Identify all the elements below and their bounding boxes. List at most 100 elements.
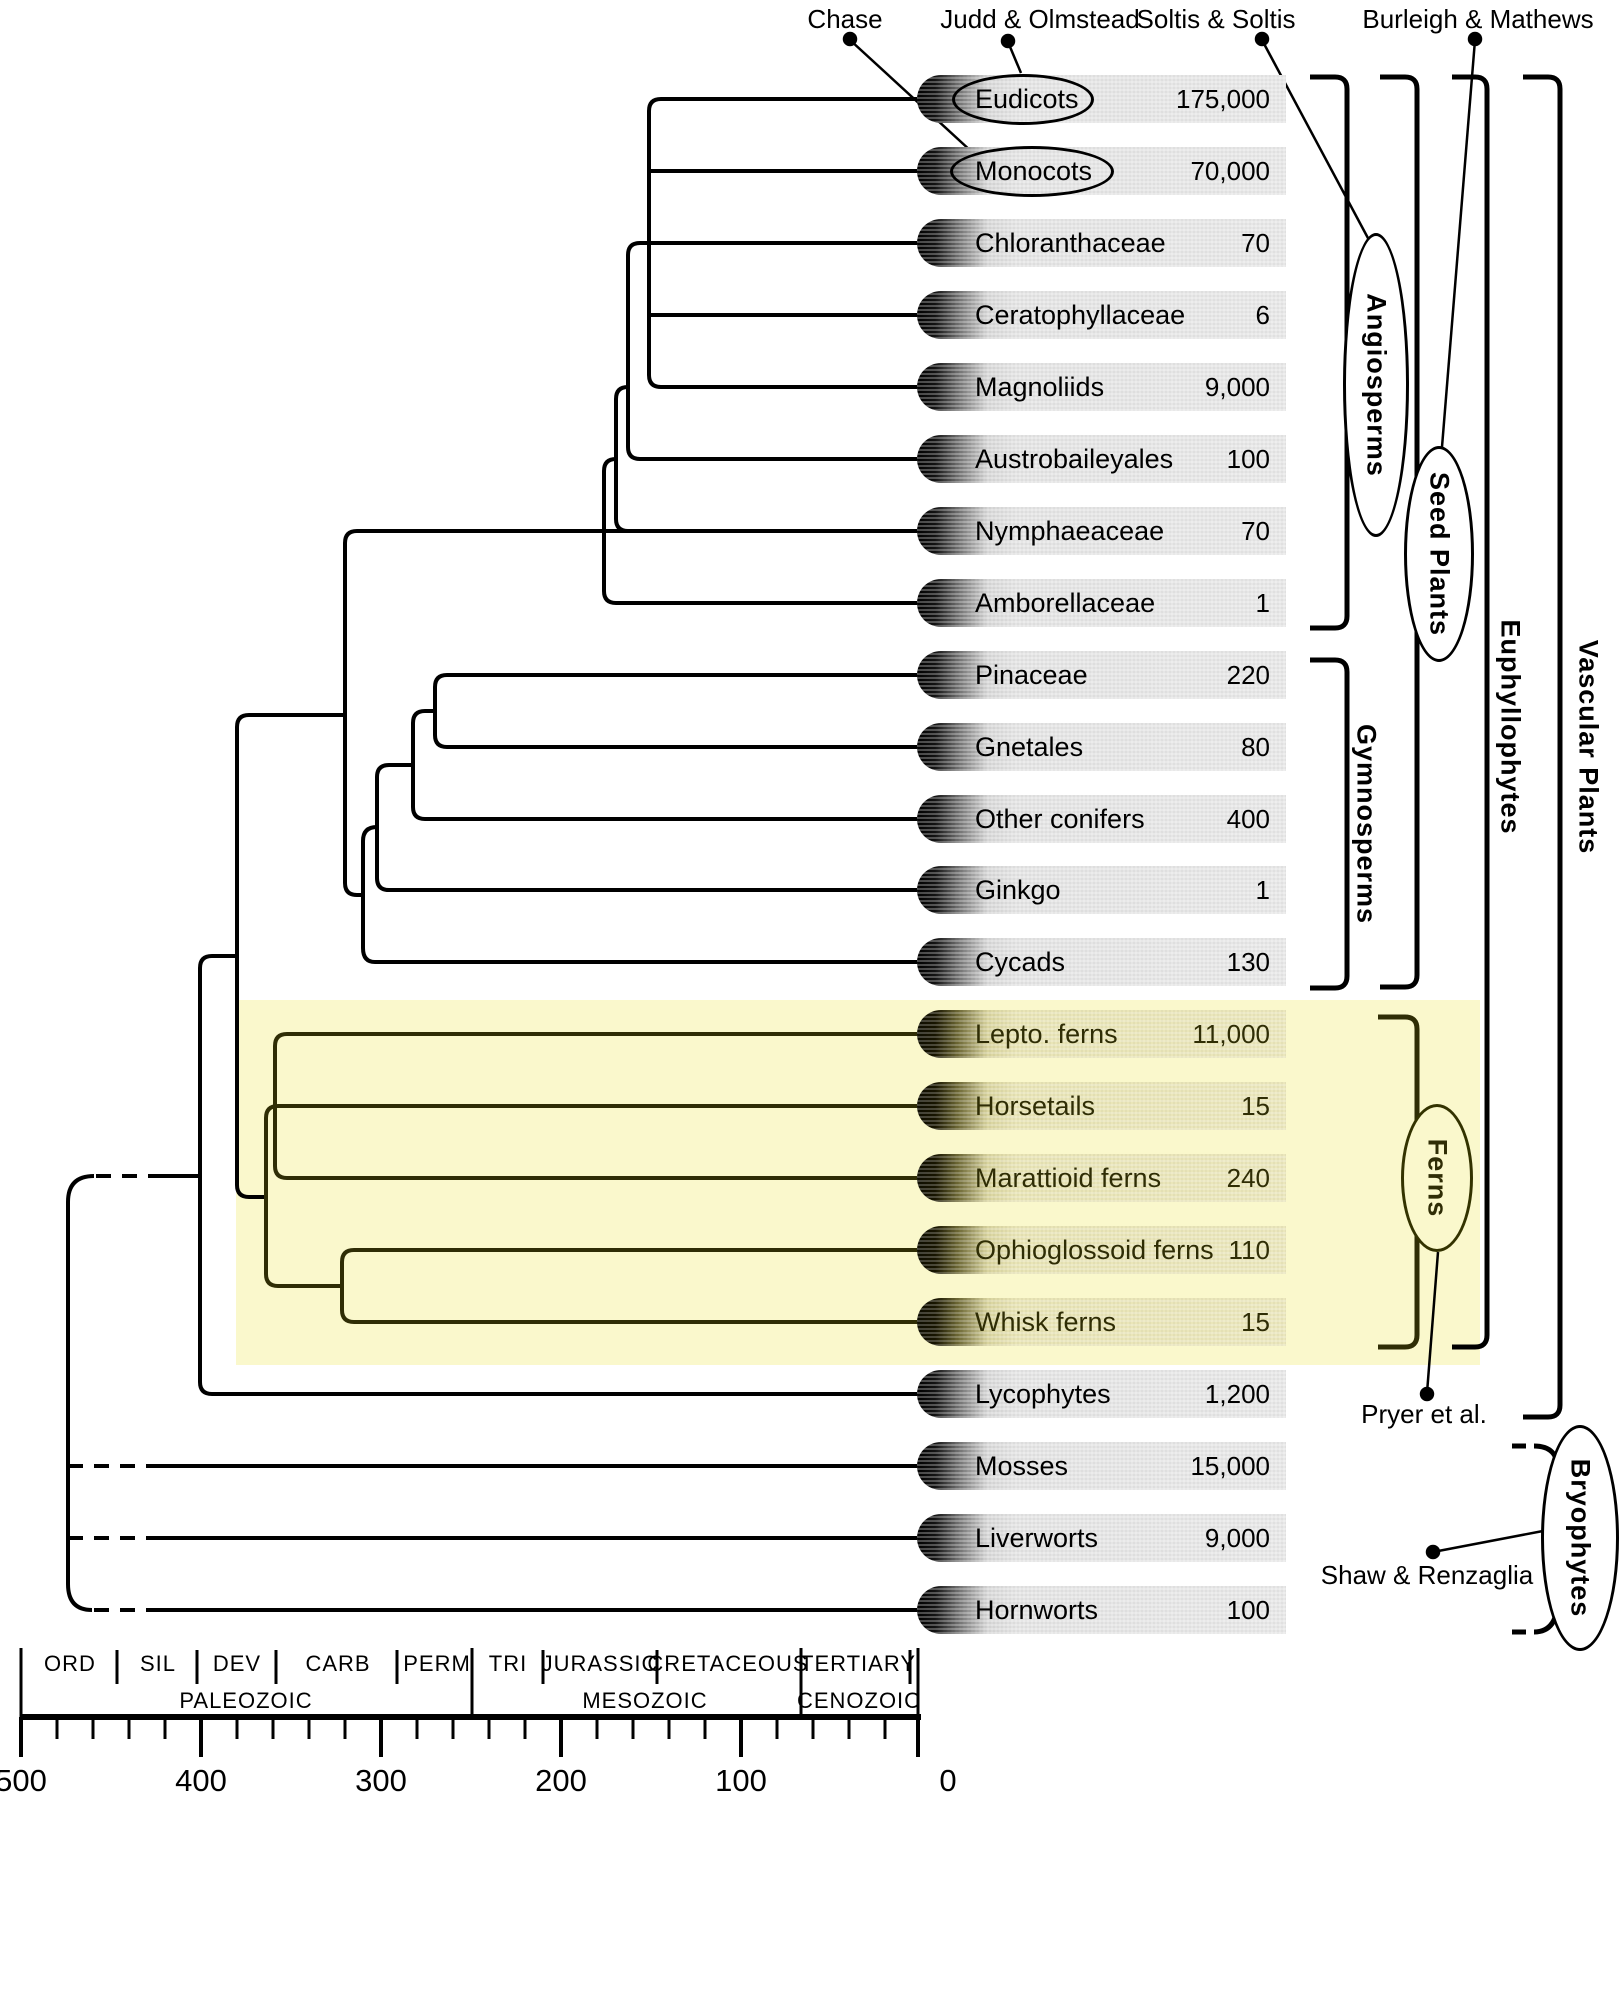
angiosperms-label: Angiosperms — [1361, 293, 1392, 477]
bracket-gymnosperms — [1310, 657, 1350, 991]
axis-number: 200 — [535, 1763, 587, 1798]
taxon-name: Ophioglossoid ferns — [975, 1235, 1214, 1266]
taxon-name: Cycads — [975, 947, 1066, 978]
gymnosperms-label: Gymnosperms — [1351, 723, 1382, 925]
taxon-row-lycophytes: Lycophytes 1,200 — [917, 1370, 1286, 1419]
ellipse-monocots — [950, 146, 1114, 197]
period-label: SIL — [139, 1651, 177, 1676]
branch-pinaceae-gnetales — [433, 673, 917, 749]
burleigh-label: Burleigh & Mathews — [1362, 4, 1594, 34]
leader-dot-judd — [1000, 33, 1016, 49]
period-label: DEV — [212, 1651, 262, 1676]
leader-dot-pryer — [1419, 1386, 1435, 1402]
ellipse-eudicots — [952, 74, 1094, 125]
taxon-row-amborellaceae: Amborellaceae 1 — [917, 578, 1286, 627]
taxon-name: Whisk ferns — [975, 1307, 1117, 1338]
ellipse-ferns: Ferns — [1401, 1104, 1473, 1252]
branch-cycads — [361, 825, 917, 964]
taxon-row-ginkgo: Ginkgo 1 — [917, 866, 1286, 915]
bracket-angiosperms — [1310, 74, 1350, 631]
branch-ophioglossoid-whisk — [340, 1248, 917, 1324]
vascular-plants-label: Vascular Plants — [1573, 639, 1604, 855]
species-count: 15,000 — [1190, 1451, 1270, 1482]
bracket-vascular-plants — [1523, 74, 1563, 1420]
era-label: CENOZOIC — [796, 1688, 922, 1713]
fern-highlight-band — [236, 1000, 1480, 1365]
leader-shaw-bryophytes — [1432, 1529, 1544, 1554]
branch-lepto-marattioid — [273, 1032, 917, 1180]
period-label: ORD — [44, 1651, 96, 1676]
judd-label: Judd & Olmstead — [940, 4, 1140, 34]
taxon-name: Other conifers — [975, 803, 1145, 834]
species-count: 9,000 — [1204, 1523, 1270, 1553]
taxon-row-horsetails: Horsetails 15 — [917, 1082, 1286, 1131]
taxon-row-other-conifers: Other conifers 400 — [917, 794, 1286, 843]
leader-soltis-angiosperms — [1260, 39, 1371, 241]
ellipse-bryophytes: Bryophytes — [1541, 1425, 1619, 1651]
leader-dot-chase — [842, 31, 858, 47]
species-count: 220 — [1226, 659, 1270, 690]
era-label: MESOZOIC — [582, 1688, 708, 1713]
taxon-row-chloranthaceae: Chloranthaceae 70 — [917, 218, 1286, 267]
species-count: 70,000 — [1190, 155, 1270, 186]
taxon-row-gnetales: Gnetales 80 — [917, 722, 1286, 771]
axis-ticks — [19, 1717, 920, 1757]
axis-number: 400 — [175, 1763, 227, 1798]
species-count: 1,200 — [1204, 1379, 1270, 1410]
period-label: CRETACEOUS — [647, 1651, 809, 1676]
species-count: 80 — [1241, 731, 1270, 762]
period-dividers — [115, 1650, 912, 1684]
taxon-name: Chloranthaceae — [975, 227, 1166, 258]
taxon-row-liverworts: Liverworts 9,000 — [917, 1514, 1286, 1562]
species-count: 100 — [1226, 1594, 1270, 1625]
taxon-name: Pinaceae — [975, 659, 1088, 690]
taxon-row-lepto-ferns: Lepto. ferns 11,000 — [917, 1010, 1286, 1059]
axis-number: 500 — [0, 1763, 47, 1798]
leader-dot-soltis — [1254, 31, 1270, 47]
taxon-name: Austrobaileyales — [975, 443, 1174, 474]
species-count: 175,000 — [1176, 84, 1270, 114]
period-label: TERTIARY — [800, 1651, 916, 1676]
species-count: 110 — [1228, 1235, 1270, 1266]
branch-ginkgo — [375, 763, 917, 892]
taxon-row-whisk-ferns: Whisk ferns 15 — [917, 1298, 1286, 1347]
taxon-row-magnoliids: Magnoliids 9,000 — [917, 362, 1286, 411]
species-count: 9,000 — [1204, 371, 1270, 402]
axis-number: 300 — [355, 1763, 407, 1798]
taxon-name: Hornworts — [975, 1594, 1099, 1625]
taxon-name: Lycophytes — [975, 1379, 1111, 1410]
taxon-row-ceratophyllaceae: Ceratophyllaceae 6 — [917, 290, 1286, 339]
taxon-name: Lepto. ferns — [975, 1019, 1118, 1050]
euphyllophytes-label: Euphyllophytes — [1495, 619, 1526, 835]
chase-label: Chase — [807, 4, 883, 34]
taxon-row-cycads: Cycads 130 — [917, 938, 1286, 987]
taxon-row-nymphaeaceae: Nymphaeaceae 70 — [917, 506, 1286, 555]
axis-number: 100 — [715, 1763, 767, 1798]
period-label: PERM — [403, 1651, 471, 1676]
taxon-row-mosses: Mosses 15,000 — [917, 1442, 1286, 1491]
species-count: 15 — [1241, 1307, 1270, 1338]
bryophytes-label: Bryophytes — [1565, 1458, 1596, 1618]
period-label: TRI — [488, 1651, 528, 1676]
pryer-label: Pryer et al. — [1361, 1399, 1487, 1429]
taxon-name: Ginkgo — [975, 875, 1061, 906]
species-count: 240 — [1226, 1163, 1270, 1194]
species-count: 15 — [1241, 1091, 1270, 1122]
taxon-name: Amborellaceae — [975, 587, 1156, 618]
taxon-name: Liverworts — [975, 1523, 1099, 1553]
taxon-row-ophioglossoid-ferns: Ophioglossoid ferns 110 — [917, 1226, 1286, 1275]
taxon-name: Horsetails — [975, 1091, 1096, 1122]
taxon-row-marattioid-ferns: Marattioid ferns 240 — [917, 1154, 1286, 1203]
taxon-name: Magnoliids — [975, 371, 1105, 402]
taxon-row-hornworts: Hornworts 100 — [917, 1585, 1286, 1634]
branch-amborellaceae — [602, 457, 917, 605]
soltis-label: Soltis & Soltis — [1136, 4, 1296, 34]
axis-number: 0 — [939, 1763, 957, 1798]
taxon-name: Nymphaeaceae — [975, 515, 1165, 546]
species-count: 1 — [1255, 587, 1270, 618]
species-count: 130 — [1226, 947, 1270, 978]
taxon-name: Ceratophyllaceae — [975, 299, 1186, 330]
bracket-euphyllophytes — [1452, 74, 1490, 1350]
branch-other-conifers — [411, 709, 917, 821]
